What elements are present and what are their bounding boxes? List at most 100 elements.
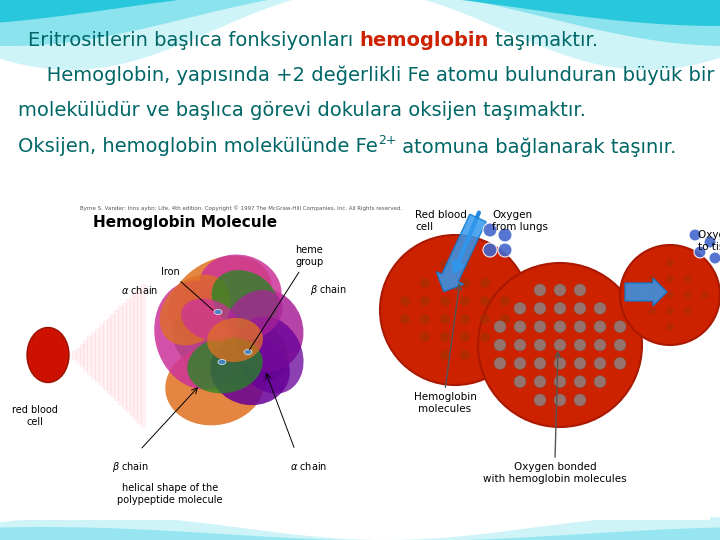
Circle shape: [574, 321, 586, 333]
Circle shape: [440, 296, 450, 306]
Circle shape: [666, 323, 674, 331]
Circle shape: [649, 291, 657, 299]
Circle shape: [483, 223, 497, 237]
Polygon shape: [95, 329, 99, 381]
Circle shape: [534, 339, 546, 351]
Circle shape: [701, 291, 709, 299]
Circle shape: [494, 321, 506, 333]
Circle shape: [649, 275, 657, 283]
Polygon shape: [126, 299, 130, 411]
Circle shape: [666, 291, 674, 299]
Circle shape: [534, 302, 546, 314]
Circle shape: [574, 357, 586, 369]
Polygon shape: [107, 318, 110, 393]
Text: Byrne S. Vander: Inns aybn: Life, 4th edition. Copyright © 1997 The McGraw-Hill : Byrne S. Vander: Inns aybn: Life, 4th ed…: [80, 205, 402, 211]
Circle shape: [480, 278, 490, 288]
Circle shape: [460, 350, 470, 360]
Ellipse shape: [244, 349, 252, 354]
FancyBboxPatch shape: [370, 200, 710, 520]
Ellipse shape: [210, 335, 290, 405]
Circle shape: [594, 376, 606, 388]
Circle shape: [500, 314, 510, 324]
Circle shape: [420, 278, 430, 288]
Polygon shape: [84, 340, 87, 370]
Circle shape: [594, 339, 606, 351]
Circle shape: [683, 275, 691, 283]
Ellipse shape: [207, 318, 263, 362]
Circle shape: [483, 243, 497, 257]
Polygon shape: [118, 306, 122, 404]
Polygon shape: [87, 336, 91, 374]
Polygon shape: [76, 348, 80, 362]
Circle shape: [683, 291, 691, 299]
Ellipse shape: [187, 336, 263, 393]
Text: atomuna bağlanarak taşınır.: atomuna bağlanarak taşınır.: [396, 137, 677, 157]
Circle shape: [554, 284, 566, 296]
Ellipse shape: [154, 281, 246, 389]
Text: Hemoglobin Molecule: Hemoglobin Molecule: [93, 215, 277, 230]
Text: taşımaktır.: taşımaktır.: [489, 30, 598, 50]
Polygon shape: [110, 314, 114, 396]
Text: molekülüdür ve başlıca görevi dokulara oksijen taşımaktır.: molekülüdür ve başlıca görevi dokulara o…: [18, 100, 586, 119]
Circle shape: [554, 376, 566, 388]
Circle shape: [574, 376, 586, 388]
Circle shape: [614, 357, 626, 369]
Circle shape: [514, 339, 526, 351]
Circle shape: [478, 263, 642, 427]
Circle shape: [400, 314, 410, 324]
Circle shape: [460, 314, 470, 324]
Circle shape: [498, 228, 512, 242]
Ellipse shape: [227, 288, 304, 372]
Ellipse shape: [168, 256, 271, 344]
Circle shape: [480, 314, 490, 324]
Text: $\beta$ chain: $\beta$ chain: [310, 283, 347, 297]
Polygon shape: [0, 527, 720, 540]
Text: $\alpha$ chain: $\alpha$ chain: [121, 284, 158, 296]
Ellipse shape: [236, 316, 304, 394]
Circle shape: [440, 332, 450, 342]
Polygon shape: [138, 287, 141, 422]
Ellipse shape: [166, 345, 265, 426]
Circle shape: [574, 339, 586, 351]
Ellipse shape: [212, 270, 279, 330]
Ellipse shape: [228, 290, 283, 340]
Polygon shape: [114, 310, 118, 400]
Text: $\alpha$ chain: $\alpha$ chain: [290, 460, 327, 472]
Circle shape: [534, 394, 546, 406]
Circle shape: [380, 235, 530, 385]
FancyBboxPatch shape: [15, 200, 360, 520]
Circle shape: [574, 284, 586, 296]
Text: Red blood
cell: Red blood cell: [415, 210, 467, 232]
Ellipse shape: [199, 254, 282, 326]
Polygon shape: [130, 295, 134, 415]
Text: 2+: 2+: [378, 133, 396, 146]
Circle shape: [440, 278, 450, 288]
Circle shape: [574, 394, 586, 406]
Circle shape: [498, 243, 512, 257]
Polygon shape: [0, 0, 720, 46]
Circle shape: [460, 296, 470, 306]
Circle shape: [420, 296, 430, 306]
Circle shape: [534, 357, 546, 369]
Circle shape: [554, 321, 566, 333]
Polygon shape: [141, 284, 145, 426]
Circle shape: [514, 321, 526, 333]
Polygon shape: [0, 0, 720, 70]
Circle shape: [440, 260, 450, 270]
Polygon shape: [133, 291, 138, 418]
Circle shape: [440, 314, 450, 324]
Circle shape: [694, 246, 706, 258]
Circle shape: [480, 332, 490, 342]
Circle shape: [460, 278, 470, 288]
Circle shape: [614, 339, 626, 351]
Text: red blood
cell: red blood cell: [12, 405, 58, 427]
Circle shape: [554, 394, 566, 406]
Circle shape: [480, 296, 490, 306]
Text: heme
group: heme group: [250, 245, 323, 350]
Circle shape: [534, 321, 546, 333]
Circle shape: [420, 314, 430, 324]
Circle shape: [574, 302, 586, 314]
Circle shape: [554, 302, 566, 314]
Circle shape: [460, 332, 470, 342]
Circle shape: [704, 236, 716, 248]
